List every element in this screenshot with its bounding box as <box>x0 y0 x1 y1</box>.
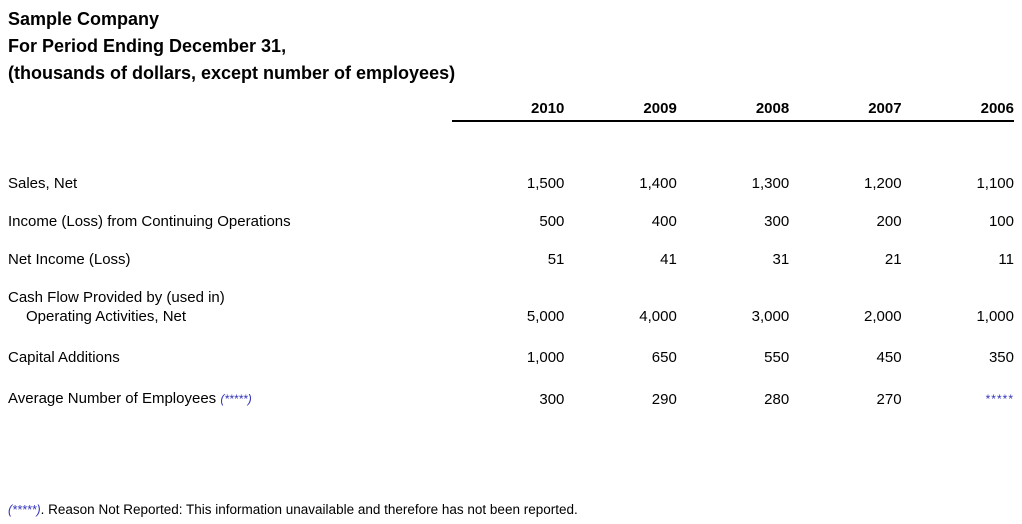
cell-value: 450 <box>876 349 902 366</box>
row-label-line-1: Cash Flow Provided by (used in) <box>8 289 225 306</box>
row-label: Average Number of Employees (*****) <box>8 367 452 409</box>
year-column-2010: 2010 <box>452 100 565 122</box>
row-label-line-2: Operating Activities, Net <box>26 308 187 325</box>
cell-value: 3,000 <box>751 308 790 325</box>
cell-value: 1,200 <box>864 175 902 192</box>
year-header-row: 2010 2009 2008 2007 2006 <box>8 100 1014 122</box>
cell-value: 1,100 <box>976 175 1014 192</box>
cell-value: 1,000 <box>976 308 1014 325</box>
footnote: (*****). Reason Not Reported: This infor… <box>8 501 1014 519</box>
report-header: Sample Company For Period Ending Decembe… <box>8 6 1014 87</box>
year-column-2006: 2006 <box>901 100 1014 122</box>
cell-value: 11 <box>998 251 1014 268</box>
cell-value: 1,500 <box>526 175 565 192</box>
cell-value: 100 <box>988 213 1014 230</box>
cell-value: 300 <box>764 213 790 230</box>
footnote-text: . Reason Not Reported: This information … <box>40 502 578 517</box>
financial-table: 2010 2009 2008 2007 2006 Sales, Net 1,50… <box>8 100 1014 409</box>
row-label: Net Income (Loss) <box>8 251 131 268</box>
row-label: Cash Flow Provided by (used in) Operatin… <box>8 269 452 326</box>
company-name: Sample Company <box>8 9 160 29</box>
cell-value: 300 <box>539 391 565 408</box>
row-label: Income (Loss) from Continuing Operations <box>8 213 291 230</box>
year-column-2009: 2009 <box>564 100 677 122</box>
cell-value: 500 <box>539 213 565 230</box>
cell-value: 270 <box>876 391 902 408</box>
row-label: Sales, Net <box>8 175 78 192</box>
table-row-cash-flow-operating: Cash Flow Provided by (used in) Operatin… <box>8 269 1014 326</box>
period-line: For Period Ending December 31, <box>8 36 287 56</box>
cell-value: 1,000 <box>526 349 565 366</box>
cell-value: 1,300 <box>751 175 790 192</box>
footnote-marker[interactable]: (*****) <box>8 503 41 517</box>
year-column-2008: 2008 <box>676 100 790 122</box>
cell-value: 21 <box>884 251 902 268</box>
label-column-header <box>8 100 452 121</box>
row-label-text: Average Number of Employees <box>8 390 217 407</box>
table-row-average-employees: Average Number of Employees (*****) 300 … <box>8 367 1014 409</box>
cell-value: 280 <box>764 391 790 408</box>
table-row-income-continuing-ops: Income (Loss) from Continuing Operations… <box>8 193 1014 231</box>
footnote-reference-marker[interactable]: (*****) <box>220 392 252 406</box>
cell-value: 290 <box>651 391 677 408</box>
year-column-2007: 2007 <box>789 100 902 122</box>
cell-value: 4,000 <box>639 308 677 325</box>
cell-value: 1,400 <box>639 175 677 192</box>
cell-value: 51 <box>547 251 565 268</box>
cell-value: 31 <box>772 251 790 268</box>
cell-value: 5,000 <box>526 308 565 325</box>
cell-value: 650 <box>651 349 677 366</box>
cell-value: 400 <box>651 213 677 230</box>
cell-value: 2,000 <box>864 308 902 325</box>
row-label: Capital Additions <box>8 349 120 366</box>
cell-value: 550 <box>764 349 790 366</box>
cell-value: 41 <box>660 251 677 268</box>
cell-value: 350 <box>988 349 1014 366</box>
cell-value: 200 <box>876 213 902 230</box>
units-line: (thousands of dollars, except number of … <box>8 63 456 83</box>
table-row-sales-net: Sales, Net 1,500 1,400 1,300 1,200 1,100 <box>8 121 1014 193</box>
cell-value-not-reported[interactable]: ***** <box>985 392 1014 406</box>
table-row-capital-additions: Capital Additions 1,000 650 550 450 350 <box>8 326 1014 367</box>
table-row-net-income: Net Income (Loss) 51 41 31 21 11 <box>8 231 1014 269</box>
